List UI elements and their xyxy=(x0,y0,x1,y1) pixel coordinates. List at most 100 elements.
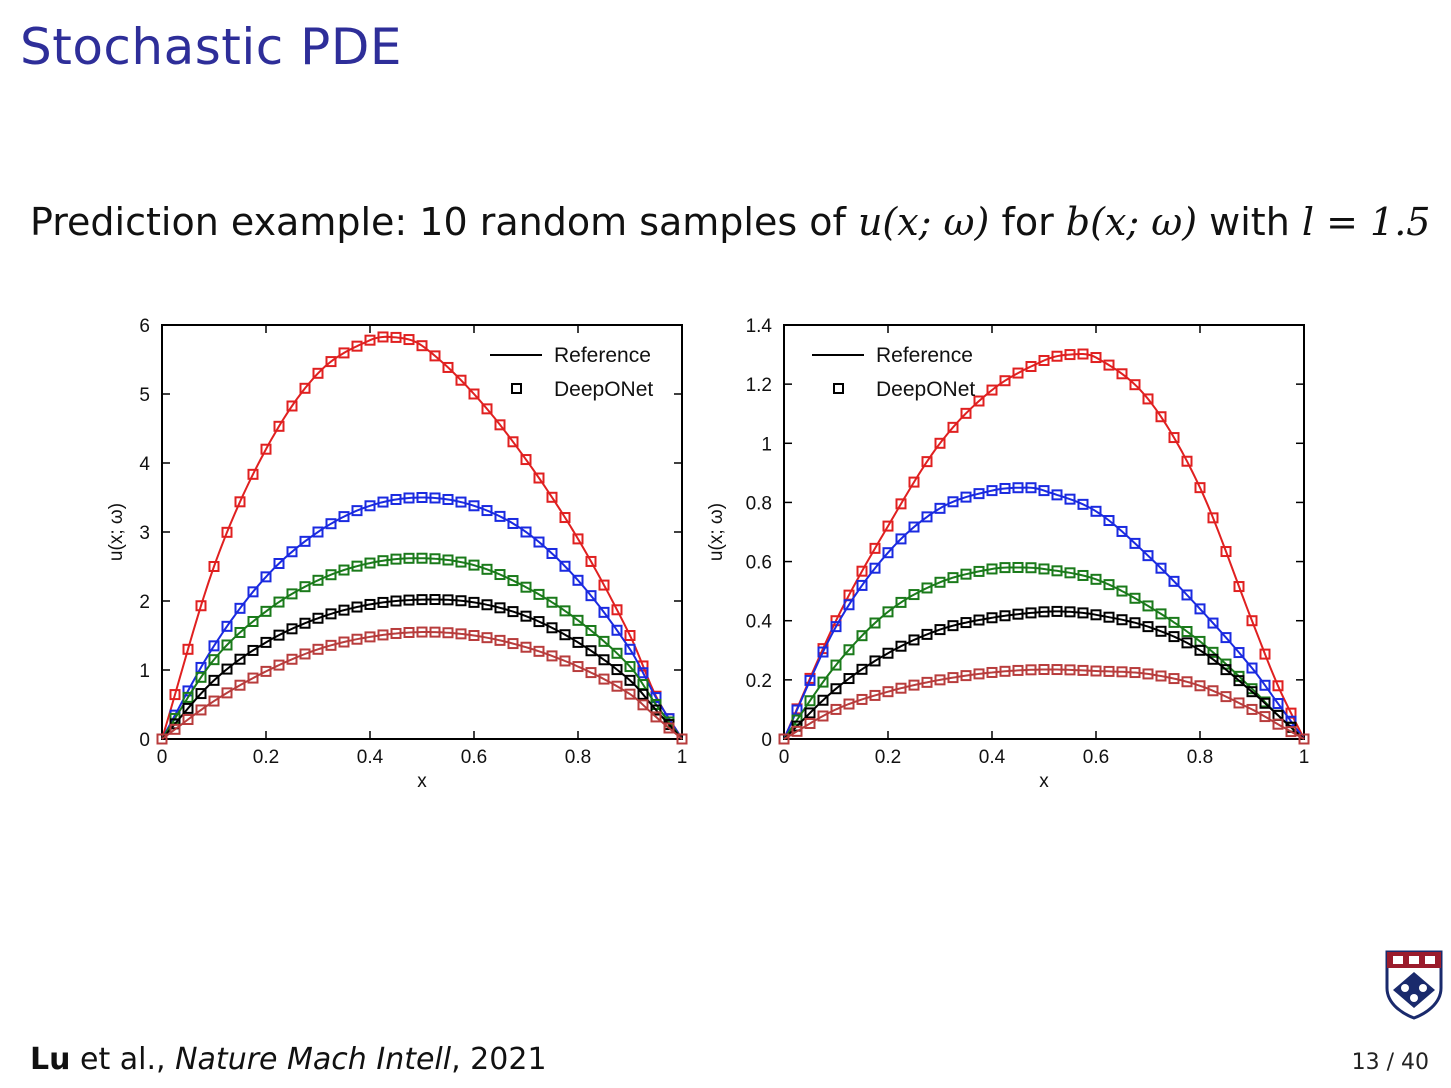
deeponet-marker xyxy=(1181,676,1193,688)
deeponet-marker xyxy=(869,562,881,574)
deeponet-marker xyxy=(338,511,350,523)
deeponet-marker xyxy=(624,688,636,700)
deeponet-marker xyxy=(1051,565,1063,577)
deeponet-marker xyxy=(403,626,415,638)
deeponet-marker xyxy=(1168,432,1180,444)
deeponet-marker xyxy=(1051,664,1063,676)
deeponet-marker xyxy=(247,672,259,684)
deeponet-marker xyxy=(403,552,415,564)
deeponet-marker xyxy=(585,667,597,679)
deeponet-marker xyxy=(1272,698,1284,710)
deeponet-marker xyxy=(1220,664,1232,676)
subtitle-u-expr: u(x; ω) xyxy=(857,200,990,244)
deeponet-marker xyxy=(1168,631,1180,643)
deeponet-marker xyxy=(908,634,920,646)
deeponet-marker xyxy=(1168,673,1180,685)
y-tick-label: 0.2 xyxy=(746,671,772,692)
deeponet-marker xyxy=(1233,675,1245,687)
deeponet-marker xyxy=(676,733,688,745)
legend-label-reference: Reference xyxy=(876,344,973,367)
deeponet-marker xyxy=(247,586,259,598)
deeponet-marker xyxy=(1155,670,1167,682)
y-tick-label: 0.8 xyxy=(746,493,772,514)
deeponet-marker xyxy=(1038,664,1050,676)
deeponet-marker xyxy=(895,682,907,694)
deeponet-marker xyxy=(921,511,933,523)
deeponet-marker xyxy=(299,382,311,394)
deeponet-marker xyxy=(1129,667,1141,679)
deeponet-marker xyxy=(364,598,376,610)
deeponet-marker xyxy=(494,634,506,646)
subtitle-for: for xyxy=(989,200,1066,244)
deeponet-marker xyxy=(546,491,558,503)
x-tick-label: 0.4 xyxy=(357,747,384,768)
reference-line-series-4 xyxy=(161,598,683,740)
deeponet-marker xyxy=(377,596,389,608)
deeponet-marker xyxy=(1077,664,1089,676)
deeponet-marker xyxy=(351,505,363,517)
y-tick-label: 6 xyxy=(139,316,150,337)
deeponet-marker xyxy=(856,663,868,675)
deeponet-marker xyxy=(390,595,402,607)
deeponet-marker xyxy=(1064,664,1076,676)
deeponet-marker xyxy=(572,661,584,673)
deeponet-marker xyxy=(973,565,985,577)
deeponet-marker xyxy=(533,536,545,548)
deeponet-marker xyxy=(1077,498,1089,510)
deeponet-marker xyxy=(1025,607,1037,619)
citation-year: , 2021 xyxy=(451,1042,547,1077)
deeponet-marker xyxy=(1103,579,1115,591)
deeponet-marker xyxy=(481,632,493,644)
y-tick-label: 1 xyxy=(139,661,150,682)
deeponet-marker xyxy=(325,518,337,530)
deeponet-marker xyxy=(1129,379,1141,391)
y-tick-label: 0 xyxy=(761,730,772,751)
deeponet-marker xyxy=(481,505,493,517)
deeponet-marker xyxy=(299,581,311,593)
y-tick-label: 1.2 xyxy=(746,375,772,396)
deeponet-marker xyxy=(960,491,972,503)
deeponet-marker xyxy=(1025,664,1037,676)
deeponet-marker xyxy=(351,601,363,613)
legend-square-swatch xyxy=(833,383,844,394)
deeponet-marker xyxy=(234,602,246,614)
deeponet-marker xyxy=(791,725,803,737)
deeponet-marker xyxy=(598,654,610,666)
deeponet-marker xyxy=(1168,616,1180,628)
deeponet-marker xyxy=(559,512,571,524)
deeponet-marker xyxy=(429,626,441,638)
deeponet-marker xyxy=(312,526,324,538)
deeponet-marker xyxy=(494,569,506,581)
deeponet-marker xyxy=(494,419,506,431)
deeponet-marker xyxy=(830,621,842,633)
deeponet-marker xyxy=(908,521,920,533)
y-tick-label: 4 xyxy=(139,454,150,475)
deeponet-marker xyxy=(882,606,894,618)
deeponet-marker xyxy=(520,581,532,593)
x-tick-label: 0.6 xyxy=(461,747,487,768)
deeponet-marker xyxy=(507,436,519,448)
deeponet-marker xyxy=(624,643,636,655)
deeponet-marker xyxy=(338,347,350,359)
deeponet-marker xyxy=(1155,625,1167,637)
deeponet-marker xyxy=(947,421,959,433)
deeponet-marker xyxy=(1194,644,1206,656)
deeponet-marker xyxy=(325,608,337,620)
deeponet-marker xyxy=(1077,569,1089,581)
deeponet-marker xyxy=(1051,350,1063,362)
deeponet-marker xyxy=(260,571,272,583)
deeponet-marker xyxy=(585,624,597,636)
deeponet-marker xyxy=(260,665,272,677)
page-number: 13 / 40 xyxy=(1351,1050,1429,1075)
deeponet-marker xyxy=(377,331,389,343)
legend-label-reference: Reference xyxy=(554,344,651,367)
deeponet-marker xyxy=(843,673,855,685)
reference-line-series-2 xyxy=(161,496,683,740)
deeponet-marker xyxy=(856,693,868,705)
deeponet-marker xyxy=(286,588,298,600)
deeponet-marker xyxy=(791,714,803,726)
deeponet-marker xyxy=(947,620,959,632)
deeponet-marker xyxy=(1181,626,1193,638)
deeponet-marker xyxy=(1207,646,1219,658)
deeponet-marker xyxy=(1116,585,1128,597)
